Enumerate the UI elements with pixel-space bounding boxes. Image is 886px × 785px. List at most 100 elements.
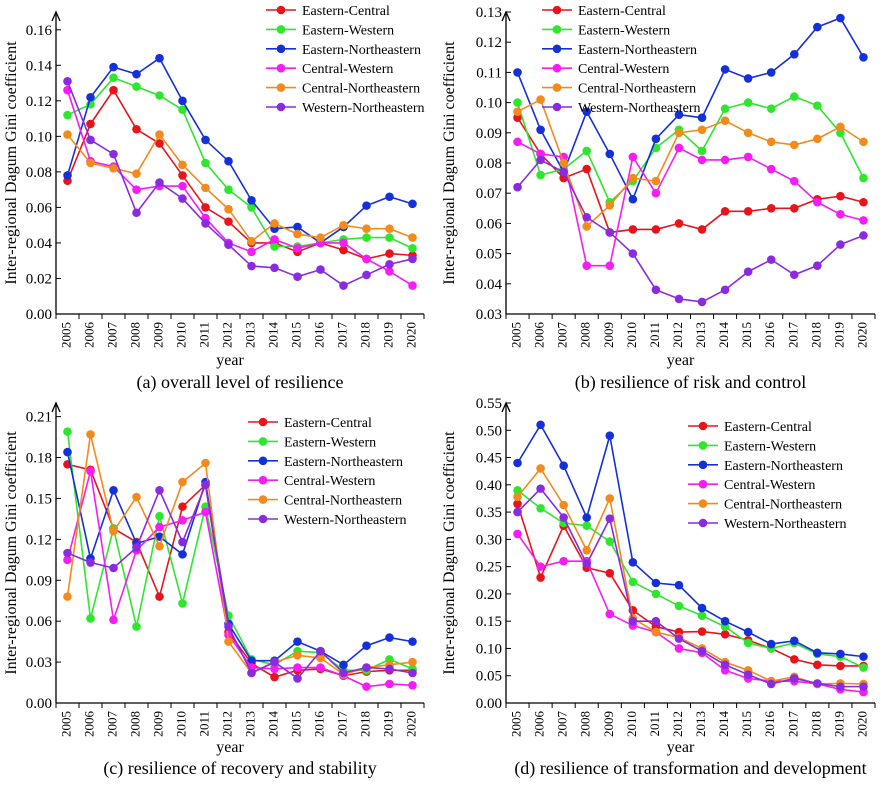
data-point bbox=[813, 261, 822, 270]
series-line bbox=[66, 133, 413, 243]
series-line bbox=[516, 503, 864, 667]
data-point bbox=[155, 53, 164, 63]
y-tick-label: 0.12 bbox=[476, 35, 502, 51]
data-point bbox=[697, 113, 707, 122]
series-line bbox=[517, 98, 864, 228]
y-tick-label: 0.00 bbox=[476, 696, 502, 712]
legend-label: Central-Northeastern bbox=[302, 82, 420, 97]
data-point bbox=[536, 170, 545, 180]
x-tick-label: 2017 bbox=[334, 711, 349, 738]
data-point bbox=[582, 513, 592, 522]
x-tick-label: 2014 bbox=[265, 711, 280, 738]
data-point bbox=[651, 616, 661, 626]
data-point bbox=[155, 178, 164, 187]
data-point bbox=[605, 609, 615, 619]
x-axis-title: year bbox=[216, 352, 244, 369]
data-point bbox=[720, 155, 730, 165]
legend-marker bbox=[258, 495, 268, 504]
data-point bbox=[339, 220, 348, 230]
data-point bbox=[339, 238, 348, 248]
series-line bbox=[516, 17, 865, 202]
data-point bbox=[536, 562, 545, 571]
data-point bbox=[605, 431, 615, 441]
legend-marker bbox=[698, 460, 708, 470]
data-point bbox=[559, 556, 568, 566]
data-point bbox=[132, 208, 141, 218]
data-point bbox=[651, 589, 661, 599]
legend-marker bbox=[552, 5, 562, 15]
data-point bbox=[536, 149, 545, 159]
data-point bbox=[247, 668, 256, 678]
data-point bbox=[789, 655, 799, 664]
data-point bbox=[63, 171, 72, 180]
data-point bbox=[628, 225, 638, 234]
data-point bbox=[247, 261, 256, 271]
data-point bbox=[628, 557, 638, 567]
y-tick-label: 0.04 bbox=[26, 236, 53, 252]
legend: Eastern-Central Eastern-Western Eastern-No… bbox=[688, 420, 847, 532]
data-point bbox=[109, 526, 118, 536]
x-tick-label: 2014 bbox=[265, 322, 280, 349]
data-point bbox=[789, 270, 799, 280]
y-tick-label: 0.25 bbox=[476, 560, 502, 576]
legend-label: Eastern-Northeastern bbox=[284, 455, 403, 470]
data-point bbox=[605, 200, 615, 210]
data-point bbox=[408, 233, 417, 242]
data-point bbox=[178, 550, 187, 559]
data-point bbox=[720, 660, 730, 670]
data-point bbox=[674, 143, 684, 153]
legend-label: Eastern-Central bbox=[284, 416, 372, 431]
data-point bbox=[247, 196, 256, 205]
data-point bbox=[339, 245, 348, 255]
data-point bbox=[859, 652, 868, 661]
x-tick-label: 2013 bbox=[693, 711, 708, 737]
y-tick-label: 0.09 bbox=[26, 573, 52, 589]
data-point bbox=[339, 281, 348, 290]
y-tick-label: 0.40 bbox=[476, 478, 502, 494]
data-point bbox=[697, 627, 707, 636]
data-point bbox=[63, 130, 72, 139]
legend-label: Eastern-Northeastern bbox=[302, 43, 421, 58]
series-central-western bbox=[513, 529, 868, 697]
data-point bbox=[743, 670, 753, 679]
data-point bbox=[789, 204, 799, 213]
data-point bbox=[132, 69, 141, 79]
y-axis-title: Inter-regional Dagum Gini coefficient bbox=[3, 41, 20, 285]
data-point bbox=[63, 447, 72, 457]
y-tick-label: 0.35 bbox=[476, 505, 502, 521]
x-axis-title: year bbox=[216, 739, 244, 756]
data-point bbox=[513, 492, 522, 502]
data-point bbox=[720, 104, 730, 113]
data-point bbox=[859, 137, 868, 147]
panel-caption: (c) resilience of recovery and stability bbox=[103, 758, 376, 779]
series-line bbox=[66, 88, 413, 260]
data-point bbox=[536, 484, 545, 493]
data-point bbox=[720, 116, 730, 126]
data-point bbox=[743, 98, 753, 107]
x-tick-label: 2007 bbox=[555, 322, 570, 349]
panel-risk-control: 0.03 0.04 0.05 0.06 0.07 0.08 0.09 0.10 0.11 0.12… bbox=[441, 4, 876, 393]
data-point bbox=[385, 664, 394, 674]
data-point bbox=[651, 176, 661, 186]
data-point bbox=[132, 543, 141, 552]
series-eastern-western bbox=[513, 485, 868, 672]
data-point bbox=[385, 259, 394, 269]
data-point bbox=[385, 192, 394, 202]
data-point bbox=[132, 185, 141, 194]
y-tick-label: 0.55 bbox=[476, 396, 502, 412]
data-point bbox=[513, 529, 522, 539]
data-point bbox=[408, 668, 417, 678]
data-point bbox=[178, 160, 187, 170]
data-point bbox=[766, 104, 776, 113]
x-tick-label: 2007 bbox=[104, 711, 119, 738]
data-point bbox=[813, 679, 822, 688]
x-tick-label: 2005 bbox=[509, 711, 524, 737]
x-tick-label: 2018 bbox=[357, 322, 372, 348]
data-point bbox=[513, 485, 522, 495]
data-point bbox=[362, 224, 371, 234]
x-tick-label: 2011 bbox=[196, 322, 211, 348]
x-tick-label: 2010 bbox=[173, 711, 188, 737]
x-tick-label: 2011 bbox=[647, 322, 662, 348]
data-point bbox=[86, 158, 95, 168]
